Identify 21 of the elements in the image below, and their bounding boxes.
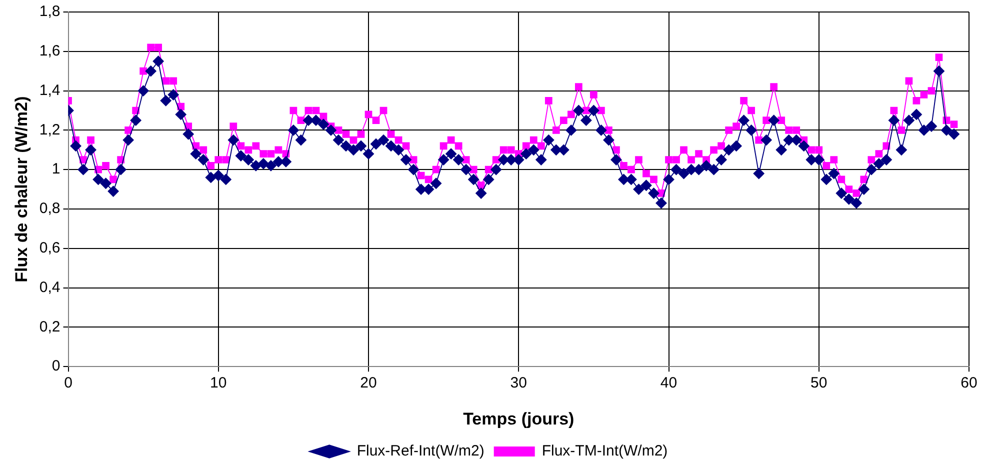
x-tick-label: 60 — [960, 374, 978, 392]
y-tick-label: 1 — [52, 160, 60, 178]
y-tick-label: 0,2 — [39, 318, 60, 336]
y-axis-title: Flux de chaleur (W/m2) — [12, 96, 31, 282]
legend-label: Flux-TM-Int(W/m2) — [542, 442, 668, 460]
x-tick-label: 10 — [210, 374, 227, 392]
y-tick-label: 0 — [52, 358, 60, 375]
x-tick-label: 0 — [64, 374, 72, 392]
y-tick-label: 0,4 — [39, 278, 60, 296]
y-tick-label: 0,8 — [39, 200, 60, 218]
x-tick-label: 20 — [360, 374, 377, 392]
x-tick-label: 50 — [810, 374, 828, 392]
x-axis-title: Temps (jours) — [463, 409, 574, 428]
x-tick-label: 40 — [660, 374, 678, 392]
y-tick-label: 1,2 — [39, 121, 60, 138]
y-tick-label: 1,4 — [39, 82, 60, 99]
legend-label: Flux-Ref-Int(W/m2) — [356, 442, 484, 460]
y-tick-label: 1,6 — [39, 42, 60, 60]
x-tick-label: 30 — [510, 374, 527, 392]
y-tick-label: 1,8 — [39, 3, 60, 20]
y-tick-label: 0,6 — [39, 240, 60, 257]
